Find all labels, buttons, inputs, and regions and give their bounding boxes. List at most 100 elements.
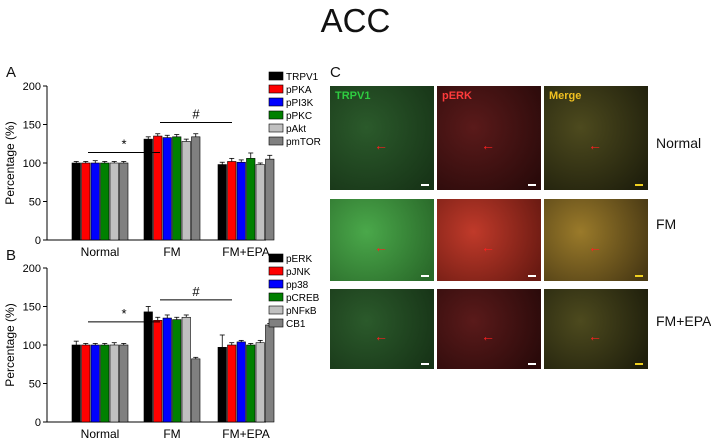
micrograph-fm-epa-trpv1: ← [330, 289, 434, 369]
bar-chart-b: 0 50 100 150 200 Percentage (%) Normal FM FM+EPA… [3, 253, 320, 441]
channel-label: Merge [549, 90, 582, 102]
significance-hash: # [192, 107, 200, 122]
row-label: FM+EPA [656, 313, 711, 329]
scale-bar [421, 275, 429, 277]
legend-swatch [268, 292, 284, 302]
micrograph-fm-perk: ← [437, 199, 541, 281]
legend-label: pPKC [286, 111, 312, 122]
legend-swatch [268, 71, 284, 81]
panel-b-letter: B [6, 247, 17, 264]
x-tick-label: FM+EPA [222, 427, 269, 441]
bar-pakt [109, 162, 119, 241]
bar-chart-a: 0 50 100 150 200 Percentage (%) Normal FM FM+EPA… [3, 71, 321, 259]
bar-pjnk [227, 344, 237, 423]
bar-pcreb [246, 344, 256, 423]
bar-ppka [227, 161, 237, 241]
bar-ppka [153, 135, 163, 241]
y-axis-label: Percentage (%) [3, 121, 17, 204]
micrograph-fm-trpv1: ← [330, 199, 434, 281]
bar-pmtor [191, 136, 201, 241]
legend-swatch [268, 123, 284, 133]
red-arrow-icon: ← [374, 239, 388, 255]
bar-pakt [255, 164, 265, 241]
y-tick-label: 150 [23, 302, 41, 314]
bar-cb1 [191, 358, 201, 423]
y-tick-label: 0 [35, 417, 41, 429]
legend-swatch [268, 253, 284, 263]
scale-bar [635, 363, 643, 365]
bar-trpv1 [143, 138, 153, 241]
bar-trpv1 [217, 164, 227, 241]
micrograph-fm-merge: ← [544, 199, 648, 281]
bar-pp38 [90, 344, 100, 423]
x-tick-label: Normal [81, 427, 120, 441]
red-arrow-icon: ← [481, 239, 495, 255]
bar-pp38 [162, 317, 172, 423]
legend-label: TRPV1 [286, 72, 319, 83]
x-tick-label: FM [163, 245, 180, 259]
red-arrow-icon: ← [588, 137, 602, 153]
legend-swatch [268, 110, 284, 120]
significance-star: * [121, 137, 126, 152]
y-tick-label: 200 [23, 263, 41, 275]
channel-label: pERK [442, 90, 472, 102]
x-tick-label: Normal [81, 245, 120, 259]
bar-ppi3k [90, 162, 100, 241]
legend-label: pPI3K [286, 98, 314, 109]
bar-pnf-b [255, 342, 265, 423]
panel-a-letter: A [6, 64, 17, 81]
bar-pakt [181, 141, 191, 241]
legend-swatch [268, 279, 284, 289]
micrograph-fm-epa-perk: ← [437, 289, 541, 369]
bar-trpv1 [71, 162, 81, 241]
legend-swatch [268, 266, 284, 276]
legend-label: pp38 [286, 280, 309, 291]
figure-title: ACC [320, 2, 391, 39]
bar-ppka [81, 162, 91, 241]
bar-pnf-b [181, 316, 191, 423]
y-tick-label: 0 [35, 235, 41, 247]
bar-pmtor [119, 162, 129, 241]
y-tick-label: 100 [23, 340, 41, 352]
channel-label: TRPV1 [335, 90, 371, 102]
row-label: FM [656, 216, 677, 232]
bar-pnf-b [109, 344, 119, 423]
row-label: Normal [656, 135, 702, 151]
scale-bar [421, 184, 429, 186]
significance-star: * [121, 306, 126, 321]
red-arrow-icon: ← [481, 328, 495, 344]
y-tick-label: 200 [23, 81, 41, 93]
scale-bar [635, 184, 643, 186]
x-tick-label: FM+EPA [222, 245, 269, 259]
bar-pjnk [153, 320, 163, 423]
scale-bar [635, 275, 643, 277]
bar-pp38 [236, 341, 246, 423]
legend-label: pJNK [286, 267, 311, 278]
bar-pmtor [265, 158, 275, 241]
legend-label: pNFκB [286, 306, 317, 317]
red-arrow-icon: ← [374, 328, 388, 344]
y-tick-label: 100 [23, 158, 41, 170]
legend-swatch [268, 84, 284, 94]
scale-bar [528, 275, 536, 277]
bar-ppi3k [162, 137, 172, 241]
legend-label: pERK [286, 254, 312, 265]
legend-swatch [268, 97, 284, 107]
y-tick-label: 50 [29, 379, 41, 391]
bar-ppi3k [236, 161, 246, 241]
legend-label: pmTOR [286, 137, 321, 148]
bar-cb1 [119, 344, 129, 423]
bar-ppkc [100, 162, 110, 241]
panel-c-letter: C [330, 64, 341, 81]
y-tick-label: 50 [29, 197, 41, 209]
y-axis-label: Percentage (%) [3, 303, 17, 386]
scale-bar [528, 184, 536, 186]
bar-perk [143, 311, 153, 423]
scale-bar [528, 363, 536, 365]
micrograph-normal-merge: ← Merge [544, 86, 648, 190]
legend-label: pCREB [286, 293, 320, 304]
bar-pcreb [172, 319, 182, 423]
x-tick-label: FM [163, 427, 180, 441]
legend-swatch [268, 136, 284, 146]
micrograph-normal-trpv1: ← TRPV1 [330, 86, 434, 190]
